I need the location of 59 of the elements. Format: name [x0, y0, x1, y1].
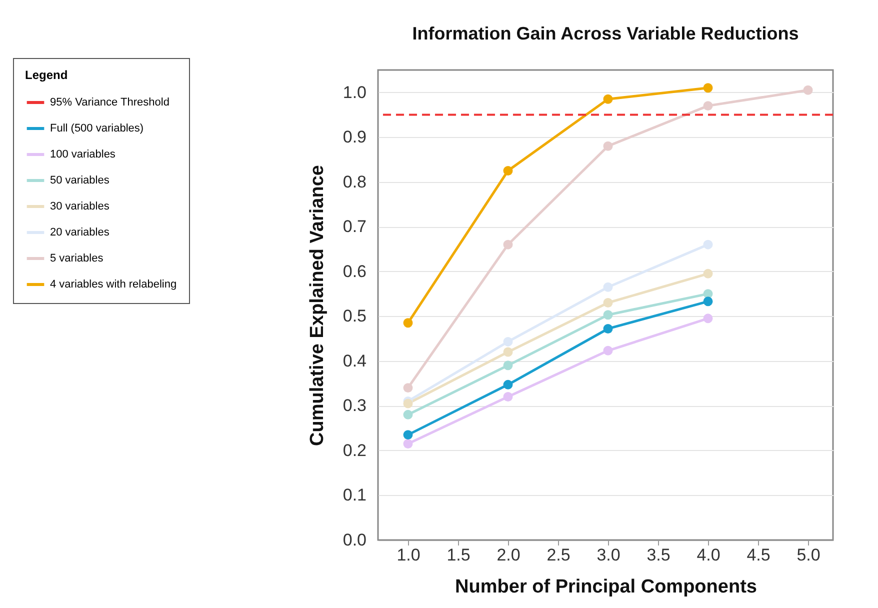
point — [703, 314, 713, 324]
point — [503, 166, 513, 176]
y-tick-label: 0.1 — [342, 486, 366, 505]
point — [503, 347, 513, 357]
point — [703, 268, 713, 278]
point — [703, 83, 713, 93]
y-tick-label: 1.0 — [342, 82, 366, 102]
y-tick-label: 0.5 — [342, 306, 366, 326]
point — [503, 336, 513, 346]
point — [403, 410, 413, 420]
point — [703, 101, 713, 111]
point — [503, 380, 513, 390]
x-tick-label: 5.0 — [796, 546, 820, 564]
point — [603, 298, 613, 308]
legend-title: Legend — [25, 68, 68, 82]
point — [603, 346, 613, 356]
legend-label: 5 variables — [50, 252, 104, 264]
legend-label: 100 variables — [50, 148, 116, 160]
y-tick-label: 0.2 — [342, 440, 366, 460]
x-axis-title: Number of Principal Components — [455, 576, 757, 598]
y-axis-title: Cumulative Explained Variance — [306, 165, 328, 446]
legend-label: 95% Variance Threshold — [50, 96, 170, 108]
legend-label: 4 variables with relabeling — [50, 278, 177, 290]
point — [403, 430, 413, 440]
point — [403, 318, 413, 328]
legend-label: 20 variables — [50, 226, 110, 238]
y-tick-label: 0.8 — [342, 172, 366, 192]
x-tick-label: 4.5 — [746, 546, 770, 564]
point — [603, 310, 613, 320]
legend-label: 50 variables — [50, 174, 110, 186]
point — [803, 85, 813, 95]
x-tick-label: 4.0 — [696, 546, 720, 564]
point — [403, 439, 413, 448]
legend-label: 30 variables — [50, 200, 110, 212]
y-tick-label: 0.7 — [342, 217, 366, 236]
x-tick-label: 3.0 — [596, 546, 620, 564]
point — [403, 398, 413, 408]
point — [503, 360, 513, 370]
point — [503, 392, 513, 402]
x-tick-label: 1.0 — [396, 546, 420, 564]
y-tick-label: 0.3 — [342, 396, 366, 416]
point — [603, 324, 613, 334]
x-tick-label: 2.0 — [496, 546, 520, 564]
point — [503, 240, 513, 250]
x-tick-label: 3.5 — [646, 546, 670, 564]
point — [603, 141, 613, 151]
point — [603, 282, 613, 292]
y-tick-label: 0.0 — [342, 530, 366, 550]
point — [703, 240, 713, 250]
legend-label: Full (500 variables) — [50, 122, 144, 134]
point — [403, 383, 413, 393]
point — [703, 296, 713, 306]
y-tick-label: 0.6 — [342, 262, 366, 281]
point — [603, 94, 613, 104]
chart-title: Information Gain Across Variable Reductions — [412, 24, 799, 44]
x-tick-label: 1.5 — [446, 546, 470, 564]
y-tick-label: 0.9 — [342, 128, 366, 147]
y-tick-label: 0.4 — [342, 351, 366, 370]
x-tick-label: 2.5 — [546, 546, 570, 564]
